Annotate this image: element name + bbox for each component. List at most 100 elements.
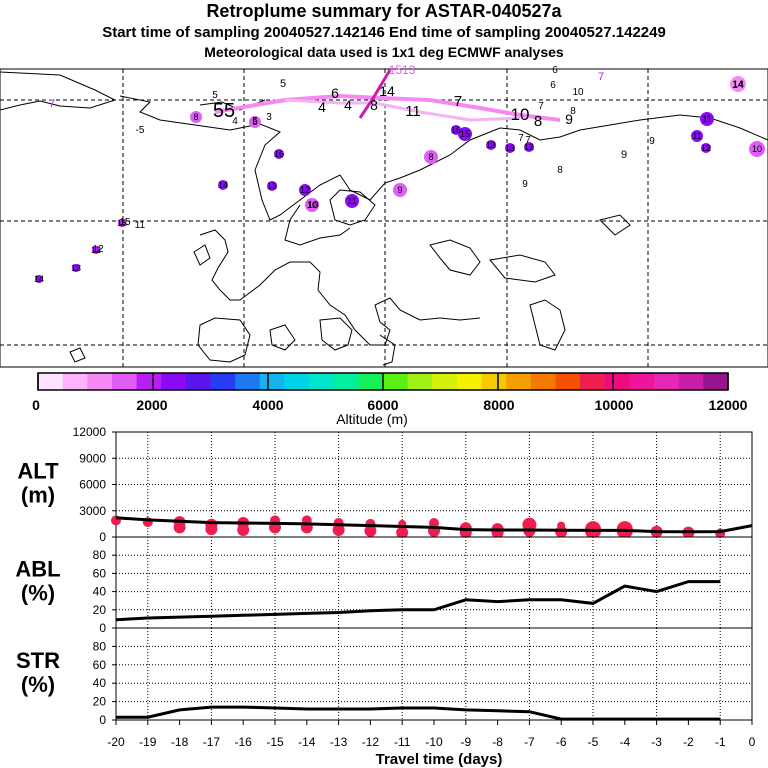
time-series-panels: 120009000600030000ALT(m)806040200ABL(%)8…	[15, 425, 755, 768]
plume-marker-label: 12	[524, 142, 534, 152]
plume-marker-label: 12	[91, 245, 101, 255]
xtick-label: -2	[683, 735, 694, 749]
plume-cluster-label: 4	[344, 97, 352, 113]
plume-marker	[458, 127, 472, 141]
xtick-label: -15	[266, 735, 284, 749]
plume-marker-label: 16	[274, 149, 284, 159]
plume-marker-label: 10	[752, 144, 762, 154]
colorbar-tick-label: 0	[32, 397, 40, 413]
abl-ytick-label: 0	[99, 621, 106, 635]
colorbar-swatch	[580, 373, 606, 390]
colorbar-swatch	[259, 373, 285, 390]
alt-series-line	[115, 516, 753, 534]
plume-marker-label: 11	[692, 131, 701, 141]
colorbar-tick-label: 6000	[367, 397, 398, 413]
colorbar-swatch	[629, 373, 655, 390]
plume-cluster-label: 9	[565, 111, 573, 127]
str-series-line	[116, 705, 721, 721]
plume-marker	[524, 142, 534, 152]
str-ytick-label: 20	[93, 695, 107, 709]
plume-cluster-label: 55	[213, 100, 235, 122]
colorbar-tick-label: 4000	[252, 397, 283, 413]
plume-cluster-label: 3	[266, 112, 272, 123]
abl-ytick-label: 20	[93, 603, 107, 617]
colorbar-swatch	[62, 373, 88, 390]
colorbar-swatch	[210, 373, 236, 390]
xtick-label: -3	[651, 735, 662, 749]
xtick-label: -6	[556, 735, 567, 749]
alt-ytick-label: 9000	[79, 451, 106, 465]
xtick-label: 0	[749, 735, 756, 749]
xtick-label: -10	[425, 735, 443, 749]
colorbar-swatch	[555, 373, 581, 390]
str-ytick-label: 60	[93, 658, 107, 672]
plume-marker-label: 8	[193, 112, 198, 122]
xtick-label: -7	[524, 735, 535, 749]
plume-marker-label: 12	[300, 185, 310, 195]
plume-cluster-label: 9	[621, 149, 627, 161]
xtick-label: -8	[492, 735, 503, 749]
abl-ytick-label: 80	[93, 548, 107, 562]
xtick-label: -20	[107, 735, 125, 749]
colorbar-swatch	[87, 373, 113, 390]
plume-marker	[299, 184, 311, 196]
colorbar-swatch	[358, 373, 384, 390]
plume-marker	[451, 125, 461, 135]
abl-panel-frame	[115, 536, 753, 629]
colorbar-tick-label: 10000	[595, 397, 634, 413]
plume-cluster-label: 10	[307, 200, 319, 211]
abl-series-line	[115, 580, 721, 622]
colorbar-swatch	[604, 373, 630, 390]
plume-marker	[267, 181, 277, 191]
plume-marker-label: 14	[218, 180, 228, 190]
plume-marker	[424, 150, 438, 164]
alt-ytick-label: 3000	[79, 504, 106, 518]
plume-marker-label: 13	[505, 143, 515, 153]
plume-cluster-label: 14	[732, 79, 744, 91]
xtick-label: -11	[394, 735, 411, 749]
plume-cluster-label: 6	[552, 65, 558, 76]
colorbar-tick-label: 12000	[709, 397, 748, 413]
plume-marker	[35, 275, 43, 283]
plume-marker	[505, 143, 515, 153]
plume-cluster-label: 7	[538, 101, 544, 112]
plume-marker	[701, 143, 711, 153]
plume-cluster-label: 5	[280, 78, 286, 90]
plume-marker	[305, 198, 319, 212]
xtick-label: -16	[235, 735, 253, 749]
plume-cluster-label: 7	[598, 71, 604, 83]
xtick-label: -1	[715, 735, 726, 749]
plume-cluster-label: 6	[331, 85, 339, 101]
plume-cluster-label: -5	[136, 125, 145, 136]
plume-marker	[700, 112, 714, 126]
altitude-colorbar: 0 2000 4000 6000 8000 10000 12000 Altitude (m)	[32, 372, 748, 427]
plume-marker-label: 13	[486, 140, 496, 150]
str-panel-unit: (%)	[21, 672, 55, 697]
alt-panel-label: ALT	[17, 459, 59, 484]
abl-panel-label: ABL	[15, 557, 60, 582]
plume-trajectories	[214, 69, 561, 122]
colorbar-swatch	[235, 373, 261, 390]
colorbar-swatch	[530, 373, 556, 390]
plume-cluster-label: 15	[119, 217, 131, 228]
plume-cluster-label: 10	[511, 105, 530, 124]
colorbar-swatch	[284, 373, 310, 390]
plume-marker	[749, 141, 765, 157]
sampling-times: Start time of sampling 20040527.142146 E…	[102, 24, 666, 41]
str-panel-label: STR	[16, 648, 60, 673]
alt-ytick-label: 12000	[73, 425, 107, 439]
colorbar-swatch	[38, 373, 64, 390]
plume-cluster-label: 4	[232, 116, 238, 127]
colorbar-swatch	[481, 373, 507, 390]
xtick-label: -9	[460, 735, 471, 749]
plume-cluster-label: 8	[534, 113, 542, 130]
plume-marker-label: 11	[702, 114, 711, 124]
plume-marker-label: 14	[34, 274, 44, 284]
plume-marker-label: 13	[267, 181, 277, 191]
plume-cluster-label: 11	[405, 103, 421, 120]
plume-cluster-label: 14	[379, 83, 395, 99]
plume-marker-label: 12	[701, 143, 711, 153]
